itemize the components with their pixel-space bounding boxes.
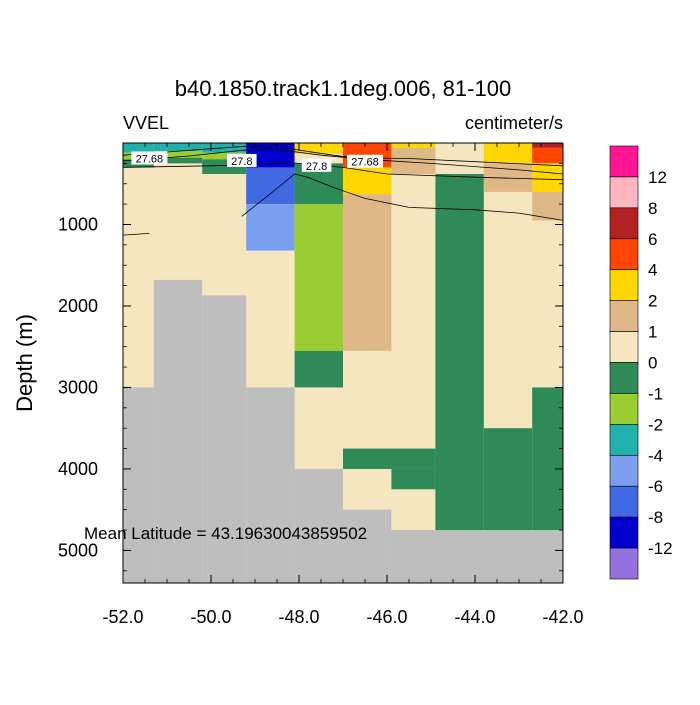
- x-tick-label-3: -46.0: [366, 607, 407, 627]
- cell-29: [391, 147, 436, 174]
- colorbar-swatch-10: [609, 454, 639, 487]
- cell-34: [532, 147, 563, 164]
- colorbar-swatch-13: [609, 547, 639, 580]
- colorbar-swatch-7: [609, 362, 639, 394]
- colorbar-label-9: -4: [648, 446, 663, 465]
- cell-39: [391, 468, 436, 490]
- cell-2: [153, 279, 203, 583]
- cell-23: [294, 204, 343, 351]
- cell-19: [246, 204, 295, 251]
- cell-38: [343, 448, 436, 469]
- colorbar-label-4: 2: [648, 292, 657, 311]
- cell-18: [246, 167, 295, 205]
- y-tick-label-3: 4000: [58, 459, 98, 479]
- contour-label-bg-3: [347, 154, 383, 168]
- colorbar-swatch-1: [609, 176, 639, 209]
- contour-label-bg-0: [131, 151, 168, 165]
- contour-line-3: [241, 173, 564, 221]
- cell-40: [483, 428, 533, 531]
- contour-lines: [122, 145, 564, 236]
- colorbar-label-6: 0: [648, 354, 657, 373]
- cell-20: [294, 143, 343, 154]
- cell-26: [343, 167, 392, 195]
- units-label: centimeter/s: [465, 113, 563, 133]
- y-axis-label: Depth (m): [12, 314, 37, 412]
- cell-36: [532, 191, 563, 221]
- colorbar-label-0: 12: [648, 168, 667, 187]
- x-tick-label-5: -42.0: [542, 607, 583, 627]
- chart-title: b40.1850.track1.1deg.006, 81-100: [175, 76, 511, 101]
- cell-8: [123, 143, 154, 153]
- colorbar-swatch-2: [609, 207, 639, 240]
- cell-28: [391, 143, 436, 148]
- x-axis: -52.0 -50.0 -48.0 -46.0 -44.0 -42.0: [102, 143, 584, 627]
- contour-label-bg-1: [227, 153, 257, 167]
- cell-37: [532, 387, 563, 531]
- contour-line-4: [122, 233, 150, 236]
- colorbar-label-5: 1: [648, 323, 657, 342]
- cell-30: [435, 173, 484, 531]
- cell-3: [202, 295, 247, 583]
- colorbar-label-11: -8: [648, 508, 663, 527]
- colorbar-swatch-3: [609, 238, 639, 271]
- colorbar-label-2: 6: [648, 230, 657, 249]
- cell-27: [343, 194, 392, 351]
- contour-line-2: [122, 145, 564, 167]
- variable-label: VVEL: [123, 113, 169, 133]
- y-tick-label-4: 5000: [58, 540, 98, 560]
- cell-24: [294, 350, 343, 388]
- y-axis: 1000 2000 3000 4000 5000: [58, 162, 563, 572]
- cell-35: [532, 163, 563, 192]
- cell-31: [483, 143, 533, 164]
- contour-line-1: [122, 149, 564, 175]
- colorbar-swatch-5: [609, 300, 639, 332]
- cell-11: [153, 143, 203, 152]
- colorbar-swatch-12: [609, 516, 639, 549]
- colorbar-label-3: 4: [648, 261, 657, 280]
- cell-4: [246, 387, 295, 583]
- cell-33: [532, 143, 563, 148]
- contour-label-bg-2: [301, 158, 332, 172]
- colorbar-swatch-6: [609, 331, 639, 363]
- contour-label-0: 27.68: [136, 153, 164, 165]
- x-tick-label-1: -50.0: [190, 607, 231, 627]
- colorbar-swatch-4: [609, 269, 639, 301]
- y-tick-label-2: 3000: [58, 377, 98, 397]
- colorbar-swatch-11: [609, 485, 639, 518]
- colorbar-label-12: -12: [648, 539, 673, 558]
- y-tick-label-0: 1000: [58, 214, 98, 234]
- colorbar-swatch-8: [609, 393, 639, 425]
- cell-5: [294, 468, 343, 583]
- colorbar-label-8: -2: [648, 415, 663, 434]
- cell-13: [153, 157, 203, 164]
- cell-1: [123, 387, 154, 583]
- colorbar-label-1: 8: [648, 199, 657, 218]
- colorbar-label-10: -6: [648, 477, 663, 496]
- colorbar: 12 8 6 4 2 1 0 -1 -2 -4 -6 -8 -12: [609, 145, 673, 580]
- cell-12: [153, 151, 203, 158]
- contour-label-3: 27.68: [351, 157, 379, 169]
- colorbar-swatch-0: [609, 145, 639, 178]
- y-tick-label-1: 2000: [58, 296, 98, 316]
- x-tick-label-4: -44.0: [454, 607, 495, 627]
- colorbar-label-7: -1: [648, 384, 663, 403]
- cell-15: [202, 152, 247, 160]
- contour-labels: 27.68 27.8 27.8 27.68: [131, 151, 383, 173]
- plot-area: [123, 143, 563, 583]
- cell-21: [294, 153, 343, 164]
- contour-label-2: 27.8: [306, 161, 327, 173]
- cell-6: [343, 509, 392, 583]
- cell-7: [391, 530, 563, 583]
- x-tick-label-0: -52.0: [102, 607, 143, 627]
- colorbar-swatch-9: [609, 424, 639, 456]
- x-tick-label-2: -48.0: [278, 607, 319, 627]
- contour-label-1: 27.8: [231, 156, 252, 168]
- mean-latitude-annotation: Mean Latitude = 43.19630043859502: [84, 524, 367, 543]
